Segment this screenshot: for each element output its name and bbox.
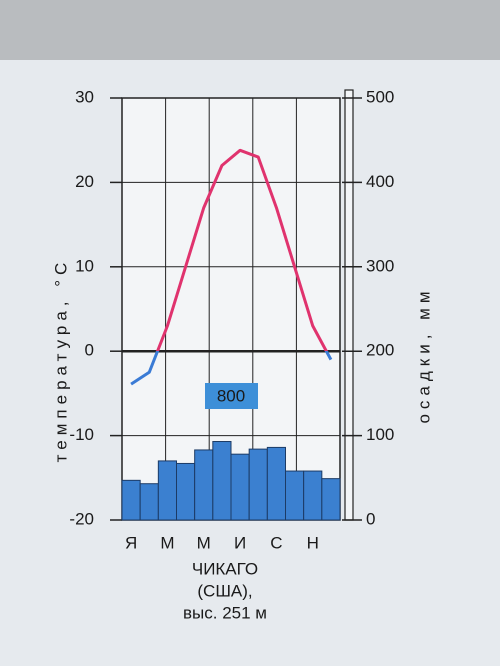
- y-tick-label: 20: [75, 172, 94, 191]
- x-tick-label: М: [197, 533, 211, 552]
- x-tick-label: М: [160, 533, 174, 552]
- x-tick-label: С: [270, 533, 282, 552]
- y-tick-label: -20: [69, 509, 94, 528]
- annotation: 800: [217, 386, 245, 405]
- y2-tick-label: 0: [366, 509, 375, 528]
- y2-tick-label: 100: [366, 425, 394, 444]
- y2-tick-label: 300: [366, 256, 394, 275]
- precipitation-bar: [285, 470, 305, 521]
- precipitation-bar: [157, 460, 177, 521]
- y-axis-title: температура, °С: [51, 258, 70, 463]
- y-tick-label: -10: [69, 425, 94, 444]
- precipitation-bar: [266, 446, 287, 521]
- y2-tick-label: 500: [366, 87, 394, 106]
- caption-line: ЧИКАГО: [192, 559, 258, 578]
- precipitation-bar: [121, 479, 141, 521]
- temperature-line: [130, 148, 333, 386]
- precipitation-bar: [321, 478, 341, 521]
- y2-axis-title: осадки, мм: [414, 286, 433, 423]
- y2-tick-label: 200: [366, 341, 394, 360]
- y2-axis-ruler: [344, 89, 354, 521]
- x-tick-label: И: [234, 533, 246, 552]
- precipitation-bar: [194, 449, 214, 521]
- precipitation-bar: [230, 453, 250, 521]
- y-tick-label: 0: [85, 341, 94, 360]
- annotation-box: [205, 383, 258, 409]
- precipitation-bar: [248, 448, 268, 521]
- precipitation-bar: [139, 483, 159, 521]
- y-tick-label: 10: [75, 256, 94, 275]
- caption-line: (США),: [197, 581, 252, 600]
- precipitation-bar: [303, 470, 323, 521]
- x-tick-label: Я: [125, 533, 137, 552]
- caption-line: выс. 251 м: [183, 603, 267, 622]
- y2-tick-label: 400: [366, 172, 394, 191]
- photo-edge: [0, 0, 500, 60]
- precipitation-bar: [176, 462, 196, 521]
- x-tick-label: Н: [307, 533, 319, 552]
- y-tick-label: 30: [75, 87, 94, 106]
- precipitation-bar: [212, 441, 232, 521]
